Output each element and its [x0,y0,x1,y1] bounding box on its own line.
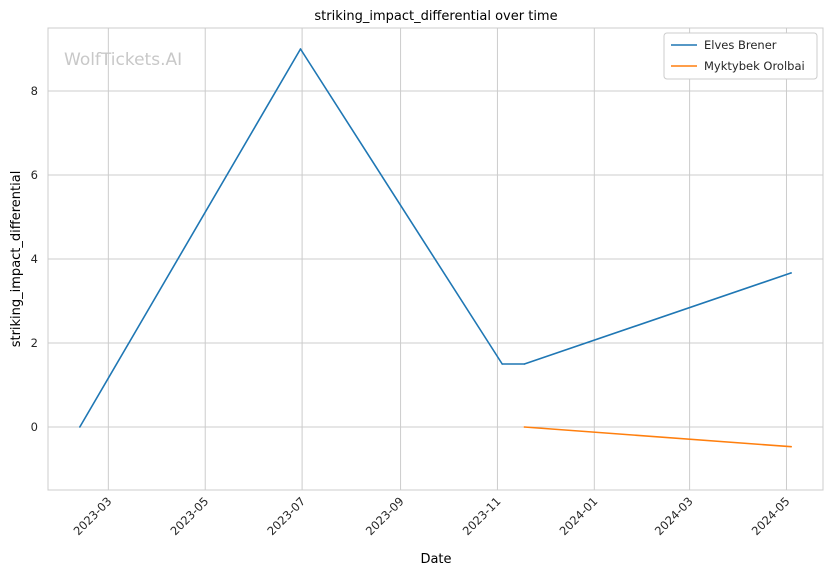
x-tick-label: 2023-05 [167,494,211,538]
x-tick-label: 2023-09 [363,494,407,538]
series-layer [79,48,792,448]
data-point [790,272,792,274]
x-tick-label: 2023-07 [264,494,308,538]
data-point [790,445,792,448]
legend: Elves Brener Myktybek Orolbai [663,32,818,80]
series-line-myktybek-orolbai [524,426,792,448]
y-tick-label: 4 [31,252,38,266]
data-point [523,426,526,428]
series-line-elves-brener [79,48,792,428]
x-axis-ticks: 2023-03 2023-05 2023-07 2023-09 2023-11 2024-… [71,494,793,538]
data-point [299,48,302,50]
y-tick-label: 8 [31,84,38,98]
y-axis-label: striking_impact_differential [9,171,24,348]
y-axis-ticks: 0 2 4 6 8 [31,84,38,434]
watermark: WolfTickets.AI [64,50,182,70]
data-point [501,363,504,365]
data-point [79,426,81,428]
legend-label-elves-brener: Elves Brener [704,38,777,52]
data-point [523,363,526,365]
y-tick-label: 0 [31,420,38,434]
x-tick-label: 2024-03 [652,494,696,538]
y-tick-label: 6 [31,168,38,182]
plot-area [47,27,824,491]
legend-box [663,32,818,80]
legend-label-myktybek-orolbai: Myktybek Orolbai [704,59,805,73]
y-tick-label: 2 [31,336,38,350]
x-tick-label: 2023-03 [71,494,115,538]
x-tick-label: 2024-01 [557,494,601,538]
x-axis-label: Date [420,552,451,567]
x-tick-label: 2023-11 [460,494,504,538]
x-tick-label: 2024-05 [749,494,793,538]
chart-title: striking_impact_differential over time [314,9,557,24]
